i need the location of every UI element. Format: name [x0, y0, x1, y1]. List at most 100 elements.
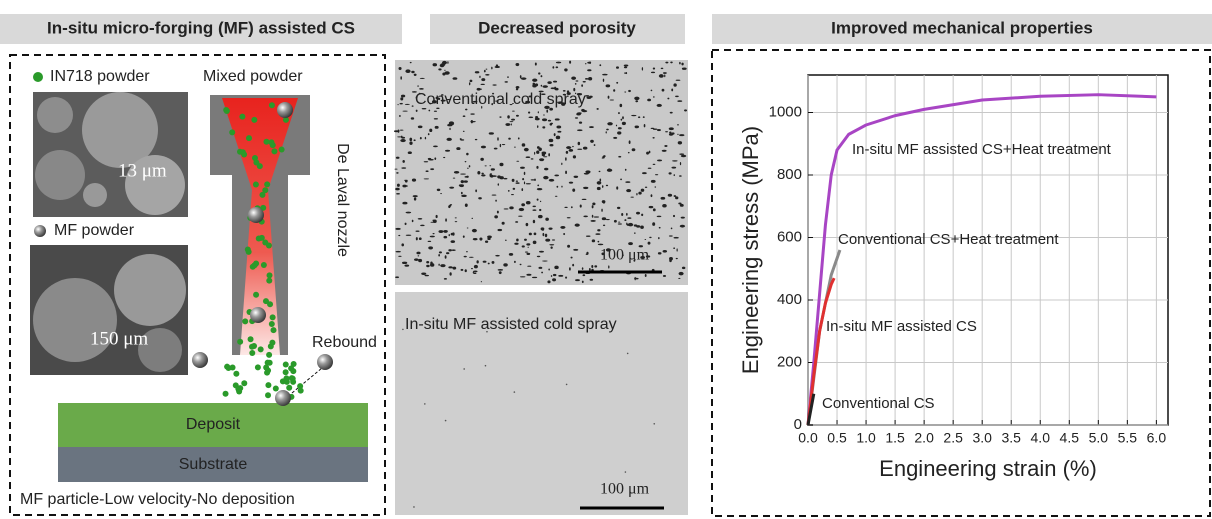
pore — [587, 61, 591, 64]
pore — [621, 213, 624, 216]
pore — [503, 177, 508, 180]
pore — [608, 265, 610, 269]
particle — [241, 380, 248, 387]
pore — [601, 185, 604, 188]
pore — [421, 272, 427, 275]
pore — [526, 243, 531, 246]
pore — [534, 117, 540, 121]
series-label: Conventional CS+Heat treatment — [838, 231, 1059, 248]
x-tick-label: 4.5 — [1060, 430, 1080, 446]
pore — [594, 265, 598, 268]
pore — [401, 167, 407, 169]
pore — [460, 180, 465, 184]
pore — [409, 61, 412, 64]
scale-label: 100 μm — [600, 481, 650, 498]
particle — [266, 277, 273, 284]
pore — [679, 61, 681, 65]
pore — [587, 69, 592, 72]
pore — [644, 238, 647, 240]
pore — [658, 226, 661, 229]
pore — [624, 91, 627, 93]
pore — [532, 240, 537, 245]
pore — [505, 123, 511, 126]
pore — [589, 278, 594, 281]
pore — [429, 128, 433, 133]
pore — [554, 174, 559, 177]
pore — [516, 238, 519, 242]
pore — [466, 227, 469, 229]
pore — [606, 128, 609, 131]
pore — [521, 143, 526, 147]
pore — [546, 109, 549, 113]
pore — [549, 107, 554, 111]
micrograph-label: In-situ MF assisted cold spray — [405, 316, 617, 333]
pore — [641, 213, 644, 217]
particle — [263, 138, 270, 145]
pore — [463, 255, 467, 258]
pore — [497, 183, 500, 186]
pore — [513, 391, 516, 393]
particle — [283, 378, 290, 385]
particle — [269, 142, 276, 149]
pore — [429, 235, 435, 238]
pore — [536, 255, 541, 258]
particle — [262, 239, 269, 246]
pore — [420, 224, 425, 227]
pore — [608, 168, 611, 171]
particle — [288, 375, 295, 382]
particle — [297, 387, 304, 394]
pore — [677, 141, 683, 145]
pore — [652, 67, 656, 70]
pore — [482, 260, 487, 263]
y-tick-label: 400 — [777, 291, 802, 308]
pore — [438, 263, 440, 266]
pore — [461, 194, 467, 198]
pore — [675, 257, 678, 260]
pore — [620, 178, 622, 181]
pore — [605, 84, 611, 88]
pore — [570, 206, 573, 209]
pore — [554, 86, 557, 90]
pore — [542, 85, 548, 88]
pore — [573, 175, 579, 178]
pore — [638, 245, 643, 248]
pore — [540, 75, 543, 78]
pore — [571, 76, 577, 80]
y-axis-label: Engineering stress (MPa) — [738, 126, 763, 374]
particle — [264, 181, 271, 188]
pore — [543, 156, 548, 158]
pore — [624, 168, 627, 171]
pore — [652, 136, 655, 139]
pore — [519, 75, 522, 79]
pore — [466, 175, 469, 178]
pore — [532, 205, 536, 208]
pore — [538, 266, 543, 269]
pore — [588, 267, 591, 271]
pore — [622, 116, 624, 120]
pore — [545, 238, 551, 242]
pore — [488, 132, 494, 135]
particle — [256, 163, 263, 170]
pore — [640, 188, 645, 192]
pore — [523, 181, 526, 185]
pore — [607, 122, 613, 126]
pore — [518, 207, 525, 212]
pore — [473, 272, 477, 275]
pore — [516, 160, 520, 162]
pore — [591, 239, 596, 243]
pore — [566, 217, 571, 219]
particle — [278, 146, 285, 153]
pore — [652, 222, 656, 226]
x-tick-label: 2.0 — [914, 430, 934, 446]
pore — [511, 110, 515, 112]
pore — [637, 116, 641, 119]
mf-particle — [277, 102, 293, 118]
pore — [539, 158, 545, 162]
pore — [676, 248, 678, 252]
pore — [528, 116, 534, 119]
x-tick-label: 1.5 — [885, 430, 905, 446]
pore — [566, 90, 570, 93]
pore — [405, 185, 408, 187]
pore — [552, 273, 557, 277]
